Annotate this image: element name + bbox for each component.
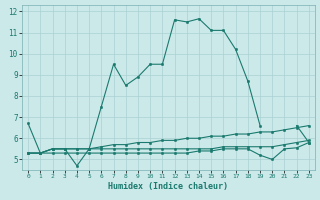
X-axis label: Humidex (Indice chaleur): Humidex (Indice chaleur) bbox=[108, 182, 228, 191]
